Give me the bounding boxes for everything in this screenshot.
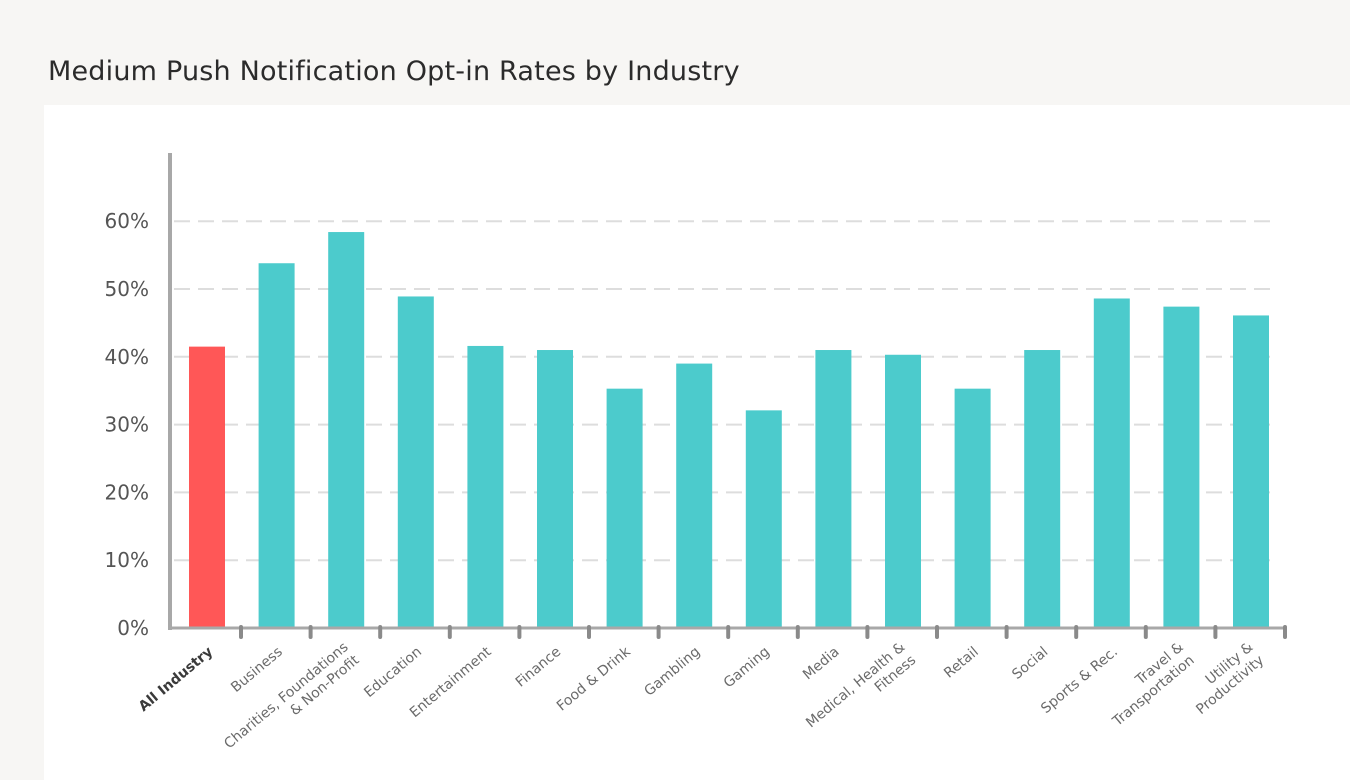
y-tick-label: 0% bbox=[117, 616, 149, 640]
bar-media bbox=[815, 350, 852, 628]
page-title: Medium Push Notification Opt-in Rates by… bbox=[48, 56, 740, 87]
x-category-label-line: Social bbox=[1009, 644, 1051, 683]
x-category-label: All Industry bbox=[136, 644, 216, 715]
y-tick-label: 40% bbox=[105, 345, 149, 369]
x-category-label: Retail bbox=[941, 644, 982, 682]
axes bbox=[168, 153, 1287, 639]
x-category-label: Social bbox=[1009, 644, 1051, 683]
opt-in-rates-bar-chart: 0% 10% 20% 30% 40% 50% 60% All Industry Business… bbox=[105, 153, 1287, 765]
y-tick-label: 30% bbox=[105, 413, 149, 437]
x-category-label: Food & Drink bbox=[554, 643, 635, 714]
bar-business bbox=[258, 263, 295, 628]
bar-sports-rec bbox=[1093, 298, 1130, 628]
y-tick-label: 50% bbox=[105, 277, 149, 301]
bar-finance bbox=[537, 350, 573, 628]
x-category-label: Sports & Rec. bbox=[1038, 644, 1121, 717]
x-category-label-line: Finance bbox=[513, 644, 564, 691]
x-category-label: Education bbox=[361, 644, 425, 701]
bar-food-drink bbox=[606, 388, 643, 628]
x-category-label-line: All Industry bbox=[136, 644, 216, 715]
bar-social bbox=[1024, 350, 1061, 628]
y-tick-label: 60% bbox=[105, 209, 149, 233]
x-category-label-line: Sports & Rec. bbox=[1038, 644, 1121, 717]
x-category-label: Media bbox=[800, 644, 843, 683]
x-category-label-line: Education bbox=[361, 644, 425, 701]
bar-education bbox=[397, 296, 434, 628]
bar-charities-foundations bbox=[328, 232, 365, 628]
x-category-label-line: Gambling bbox=[641, 644, 703, 700]
bar-all-industry bbox=[189, 346, 225, 628]
x-category-label: Finance bbox=[513, 644, 564, 691]
x-category-label-line: Food & Drink bbox=[554, 643, 635, 714]
x-category-label: Gambling bbox=[641, 644, 703, 700]
y-tick-label: 20% bbox=[105, 480, 149, 504]
x-category-label-line: Gaming bbox=[721, 644, 773, 691]
bar-gaming bbox=[745, 410, 782, 628]
bar-medical-health bbox=[885, 354, 921, 628]
y-tick-label: 10% bbox=[105, 548, 149, 572]
bar-travel bbox=[1163, 306, 1200, 628]
x-category-label-line: Business bbox=[228, 644, 286, 696]
x-category-label: Charities, Foundations& Non-Profit bbox=[221, 639, 362, 765]
chart-panel: 0% 10% 20% 30% 40% 50% 60% All Industry Business… bbox=[44, 105, 1350, 780]
x-category-label-line: Retail bbox=[941, 644, 982, 682]
bars bbox=[189, 232, 1269, 628]
x-category-label: Gaming bbox=[721, 644, 773, 691]
bar-utility bbox=[1233, 315, 1269, 628]
bar-retail bbox=[954, 388, 991, 628]
x-category-label-line: Media bbox=[800, 644, 843, 683]
bar-gambling bbox=[676, 363, 713, 628]
x-category-label: Utility &Productivity bbox=[1182, 639, 1267, 718]
bar-entertainment bbox=[467, 345, 504, 628]
x-category-label: Business bbox=[228, 644, 286, 696]
x-category-label-line: Charities, Foundations bbox=[221, 639, 351, 752]
